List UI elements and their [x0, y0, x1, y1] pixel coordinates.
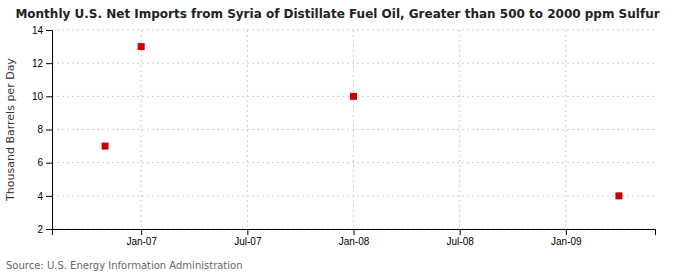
- grid-line: [52, 63, 655, 64]
- y-axis: 2 4 6 8 10 12 14: [32, 25, 53, 235]
- y-tick-label: 4: [37, 191, 43, 202]
- point: [138, 43, 145, 50]
- y-tick: 6: [37, 157, 52, 168]
- y-tick-mark: [46, 229, 52, 230]
- grid: [52, 30, 655, 229]
- y-axis-line: [46, 31, 53, 230]
- y-tick: 8: [37, 124, 52, 135]
- x-tick-mark: [141, 229, 142, 235]
- point: [615, 192, 622, 199]
- x-tick-label: Jul-08: [447, 236, 475, 247]
- title: Monthly U.S. Net Imports from Syria of D…: [15, 7, 659, 21]
- x-tick: Jan-09: [551, 229, 582, 247]
- grid-line: [52, 162, 655, 163]
- plot: Jan-07 Jul-07 Jan-08 Jul-08 Jan-09 2 4 6 8 10 12 14: [32, 25, 656, 247]
- y-tick-mark: [46, 63, 52, 64]
- y-axis-title: Thousand Barrels per Day: [4, 58, 17, 202]
- x-tick: Jan-08: [339, 229, 370, 247]
- grid-line: [459, 30, 460, 229]
- y-tick-label: 10: [32, 91, 44, 102]
- x-tick-mark: [566, 229, 567, 235]
- y-tick-label: 8: [37, 124, 43, 135]
- x-tick-label: Jan-08: [339, 236, 370, 247]
- y-tick: 4: [37, 191, 52, 202]
- x-axis: Jan-07 Jul-07 Jan-08 Jul-08 Jan-09: [53, 229, 656, 247]
- y-tick-label: 2: [37, 224, 43, 235]
- point: [350, 93, 357, 100]
- grid-line: [52, 129, 655, 130]
- grid-line: [247, 30, 248, 229]
- x-tick: Jul-07: [234, 229, 262, 247]
- grid-line: [141, 30, 142, 229]
- x-tick-label: Jan-07: [126, 236, 157, 247]
- point: [102, 143, 109, 150]
- y-tick-label: 14: [32, 25, 44, 36]
- points: [102, 43, 623, 199]
- source: Source: U.S. Energy Information Administ…: [6, 260, 243, 271]
- y-tick-mark: [46, 163, 52, 164]
- x-tick-mark: [247, 229, 248, 235]
- chart: Jan-07 Jul-07 Jan-08 Jul-08 Jan-09 2 4 6 8 10 12 14…: [0, 0, 675, 275]
- y-tick-label: 12: [32, 58, 44, 69]
- x-tick-mark: [354, 229, 355, 235]
- grid-line: [353, 30, 354, 229]
- x-tick-mark: [460, 229, 461, 235]
- y-tick-label: 6: [37, 157, 43, 168]
- y-tick: 2: [37, 224, 52, 235]
- y-tick: 10: [32, 91, 52, 102]
- y-tick-mark: [46, 30, 52, 31]
- y-tick: 14: [32, 25, 52, 36]
- x-tick-label: Jan-09: [551, 236, 582, 247]
- y-tick: 12: [32, 58, 52, 69]
- y-tick-mark: [46, 196, 52, 197]
- x-tick: Jan-07: [126, 229, 157, 247]
- grid-line: [565, 30, 566, 229]
- x-tick-label: Jul-07: [234, 236, 262, 247]
- y-tick-mark: [46, 96, 52, 97]
- x-axis-line: [53, 230, 656, 236]
- y-tick-mark: [46, 130, 52, 131]
- x-tick: Jul-08: [447, 229, 475, 247]
